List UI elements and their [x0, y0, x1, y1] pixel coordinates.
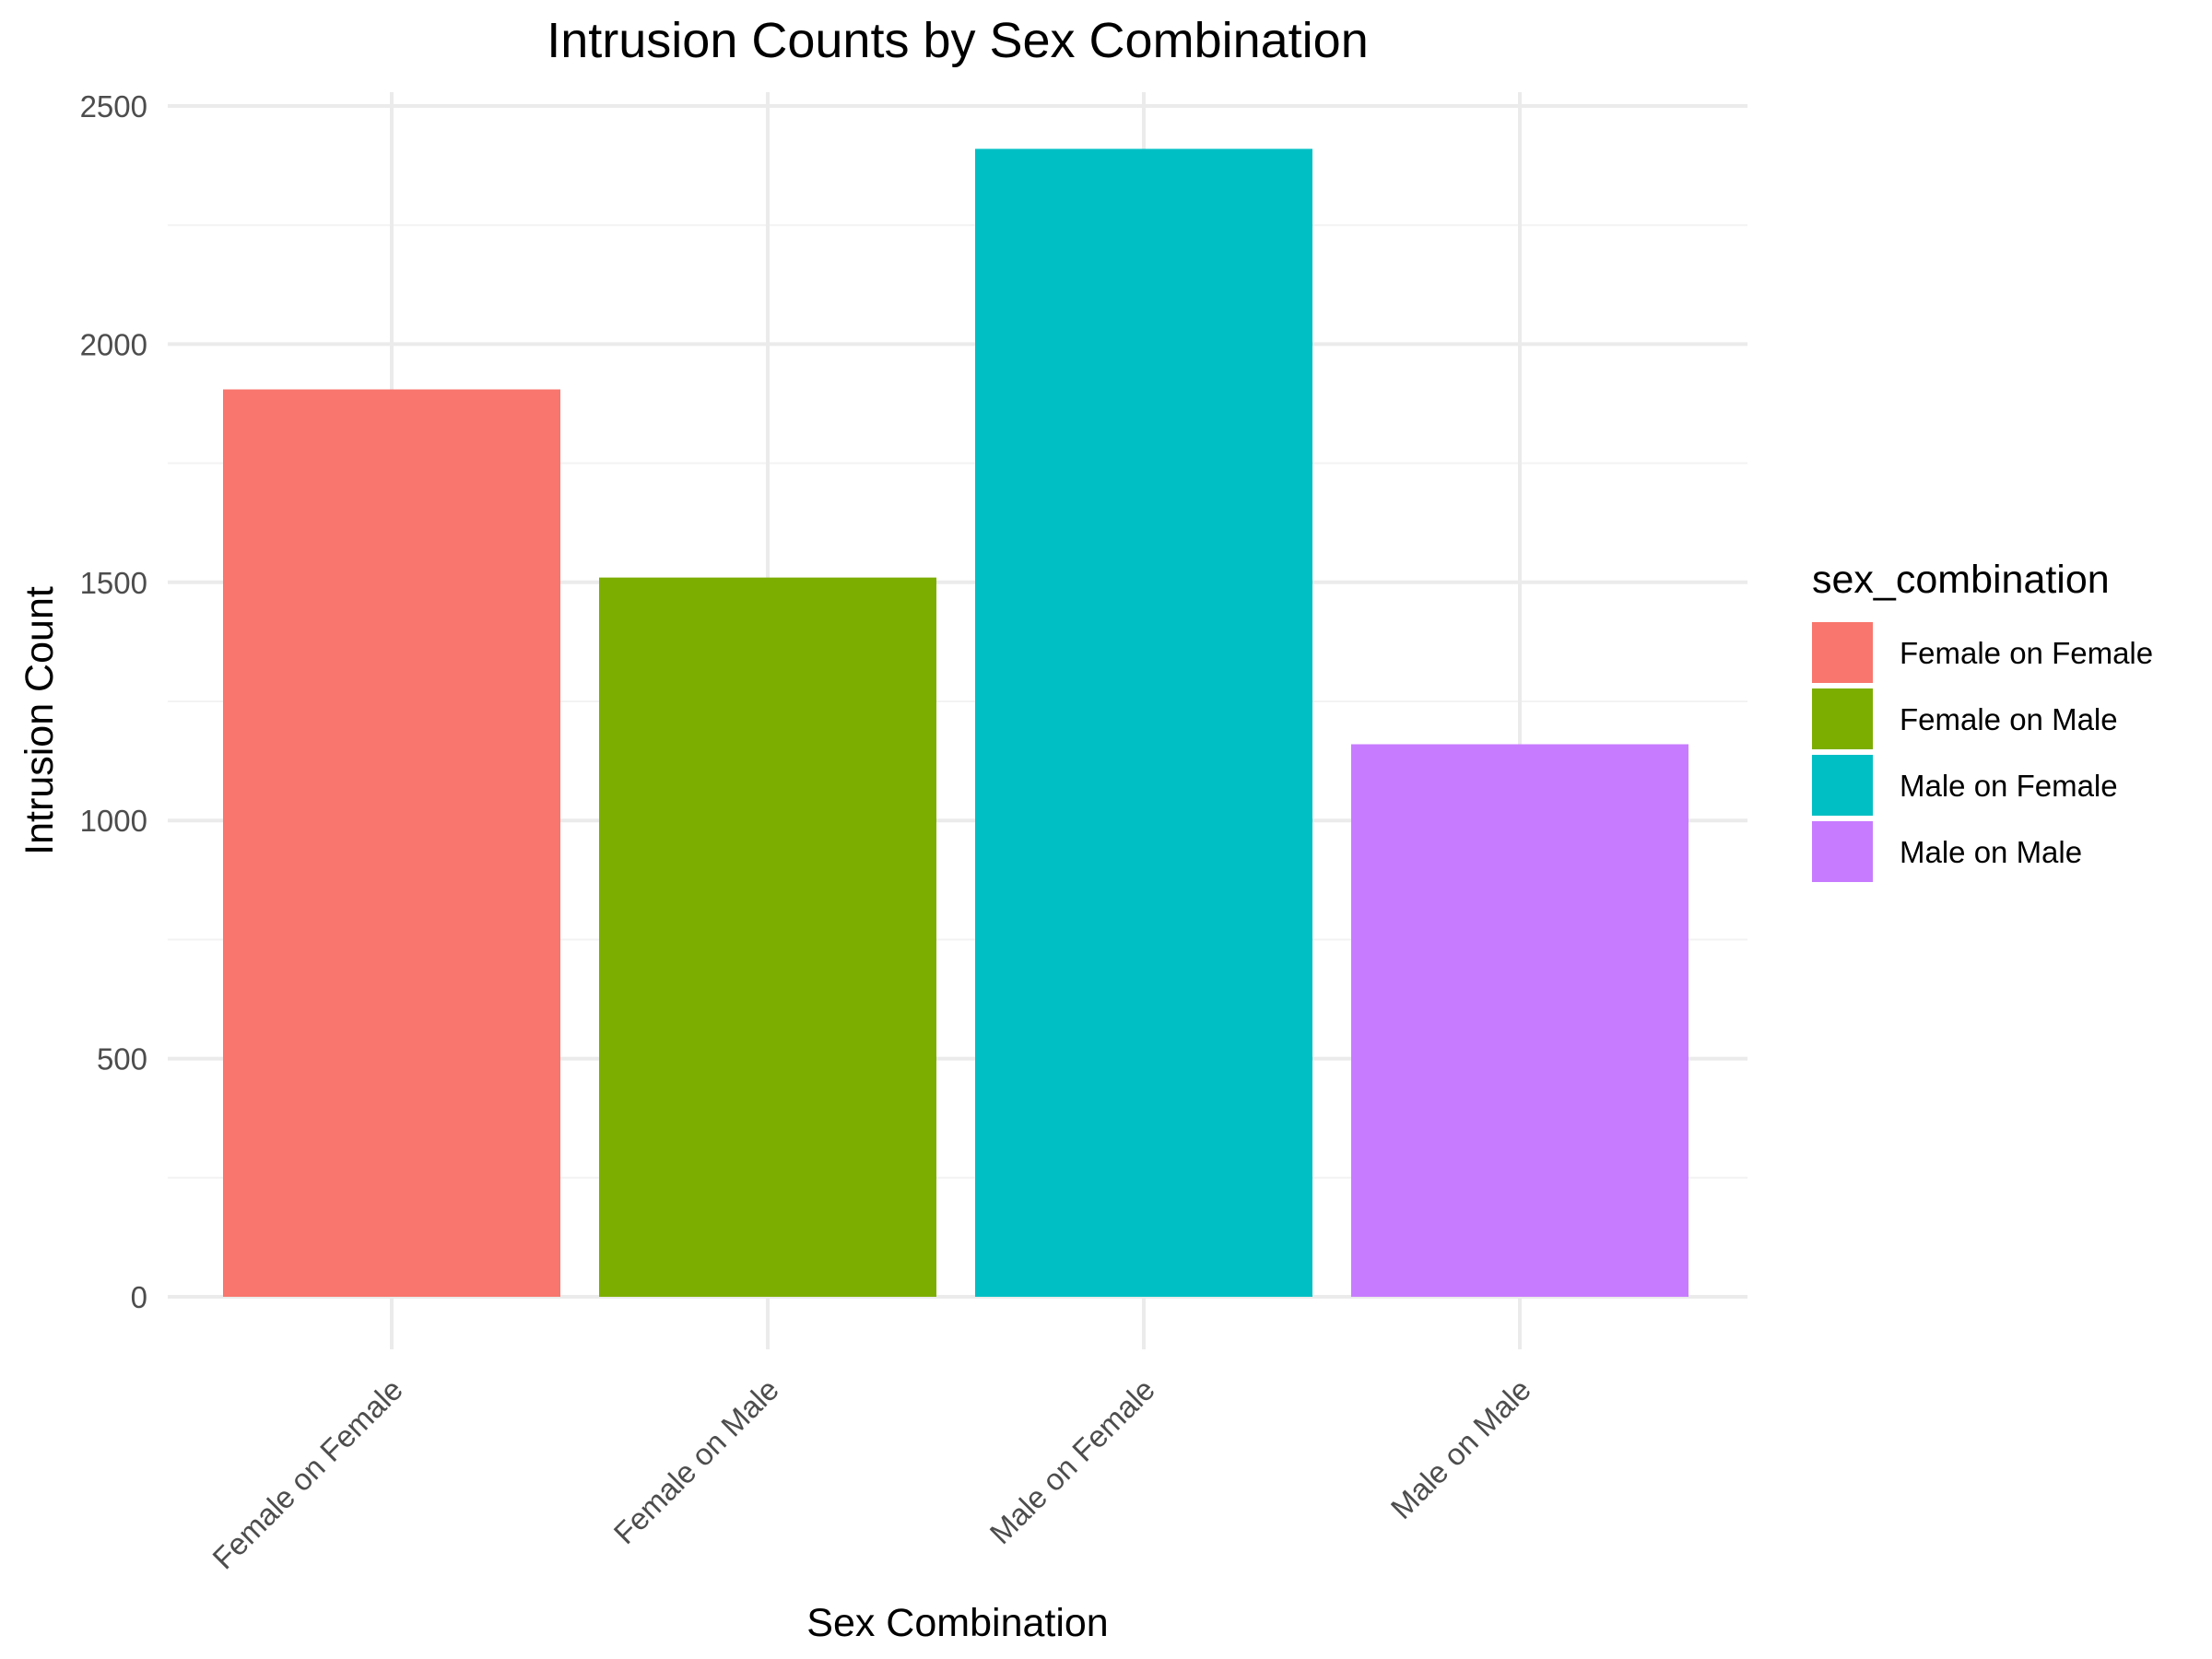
y-tick-label: 1000	[80, 804, 147, 838]
legend: Female on Female Female on Male Male on Fe…	[1812, 622, 2153, 882]
y-axis-ticks: 0 500 1000 1500 2000 2500	[80, 89, 147, 1314]
chart-title: Intrusion Counts by Sex Combination	[547, 13, 1368, 68]
x-tick-label: Female on Male	[606, 1372, 784, 1550]
legend-label: Male on Female	[1900, 769, 2118, 803]
x-tick-label: Male on Male	[1384, 1372, 1537, 1525]
x-axis-title: Sex Combination	[806, 1601, 1108, 1645]
bar	[1351, 744, 1688, 1297]
bar	[599, 577, 936, 1297]
legend-label: Male on Male	[1900, 835, 2082, 869]
x-axis-ticks: Female on Female Female on Male Male on Fe…	[206, 1372, 1537, 1576]
y-tick-label: 500	[97, 1042, 147, 1077]
y-tick-label: 2000	[80, 327, 147, 361]
legend-label: Female on Male	[1900, 702, 2118, 736]
legend-key	[1812, 622, 1873, 683]
bars	[223, 148, 1688, 1298]
y-axis-title: Intrusion Count	[18, 586, 62, 855]
legend-label: Female on Female	[1900, 636, 2153, 670]
legend-title: sex_combination	[1812, 558, 2110, 602]
legend-key	[1812, 755, 1873, 816]
x-tick-label: Female on Female	[206, 1372, 409, 1576]
bar	[975, 148, 1312, 1298]
bar	[223, 389, 560, 1298]
legend-key	[1812, 821, 1873, 882]
x-tick-label: Male on Female	[982, 1372, 1160, 1550]
y-tick-label: 1500	[80, 566, 147, 600]
legend-key	[1812, 688, 1873, 749]
y-tick-label: 0	[131, 1280, 147, 1314]
y-tick-label: 2500	[80, 89, 147, 124]
